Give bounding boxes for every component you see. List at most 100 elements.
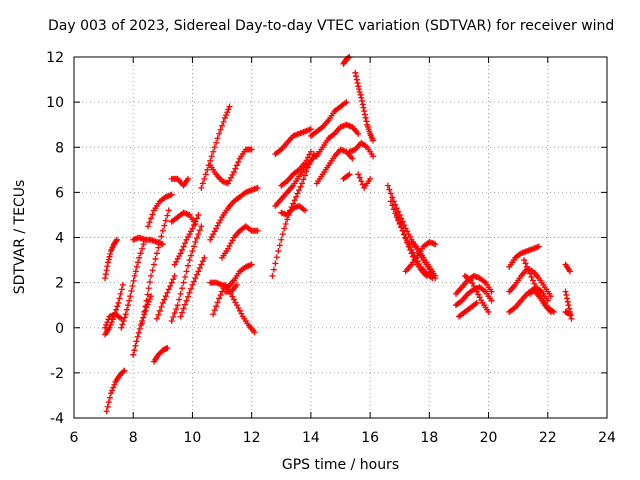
x-tick-label: 22 [539,430,557,446]
data-point [219,122,226,129]
data-point [390,206,397,213]
x-tick-label: 18 [420,430,438,446]
data-point [300,176,307,183]
data-point [525,267,532,274]
series-arc-k [153,272,178,322]
data-point [147,215,154,222]
data-point [544,297,551,304]
data-point [179,246,186,253]
data-point [103,408,110,415]
data-point [222,114,229,121]
series-arc-af [340,54,353,67]
y-tick-label: -4 [50,411,64,427]
data-point [156,307,163,314]
data-point [119,281,126,288]
data-point [220,285,227,292]
data-point [106,253,113,260]
data-point [113,236,120,243]
data-point [270,266,277,273]
data-point [387,190,394,197]
x-tick-label: 12 [243,430,261,446]
series-arc-h [139,207,172,327]
data-point [232,165,239,172]
data-point [159,227,166,234]
x-tick-label: 8 [129,430,138,446]
series-arc-aw [521,257,557,315]
data-point [354,79,361,86]
data-point [358,97,365,104]
data-point [121,314,128,321]
data-point [161,296,168,303]
series-arc-ac [307,99,350,139]
data-point [527,270,534,277]
data-point [177,313,184,320]
data-point [161,222,168,229]
data-point [155,244,162,251]
data-point [105,316,112,323]
data-point [122,311,129,318]
series-arc-q [198,103,233,191]
data-point [201,254,208,261]
data-point [153,315,160,322]
data-point [136,254,143,261]
data-point [192,239,199,246]
data-point [353,73,360,80]
data-point [294,190,301,197]
series-arc-ab [278,148,314,189]
data-point [563,292,570,299]
series-arc-at [506,243,542,270]
data-point [183,268,190,275]
data-point [190,243,197,250]
data-point [387,198,394,205]
data-point [564,298,571,305]
data-point [131,272,138,279]
data-point [177,290,184,297]
series-arc-v [219,223,261,261]
data-point [208,153,215,160]
data-point [125,302,132,309]
data-point [167,283,174,290]
data-point [269,272,276,279]
data-point [362,114,369,121]
data-point [156,239,163,246]
data-point [485,308,492,315]
data-point [566,305,573,312]
data-point [213,303,220,310]
data-point [104,319,111,326]
data-point [129,283,136,290]
data-point [291,197,298,204]
data-point [281,225,288,232]
data-point [211,144,218,151]
series-arc-i [145,191,175,230]
data-point [185,293,192,300]
data-point [359,181,366,188]
data-point [566,311,573,318]
data-point [522,260,529,267]
data-point [361,108,368,115]
data-point [174,302,181,309]
data-point [226,103,233,110]
chart-title: Day 003 of 2023, Sidereal Day-to-day VTE… [48,18,615,34]
series-arc-ap [452,272,495,297]
series-arc-ai [355,171,374,191]
series-arc-n [168,223,205,324]
data-point [393,205,400,212]
data-point [235,158,242,165]
data-point [140,314,147,321]
data-point [159,299,166,306]
data-point [410,253,417,260]
data-point [149,211,156,218]
data-point [214,299,221,306]
data-point [355,83,362,90]
data-point [202,171,209,178]
data-point [183,297,190,304]
data-point [162,217,169,224]
data-point [114,303,121,310]
data-point [134,333,141,340]
data-point [248,261,255,268]
data-point [356,174,363,181]
data-point [150,261,157,268]
data-point [186,257,193,264]
data-point [297,183,304,190]
